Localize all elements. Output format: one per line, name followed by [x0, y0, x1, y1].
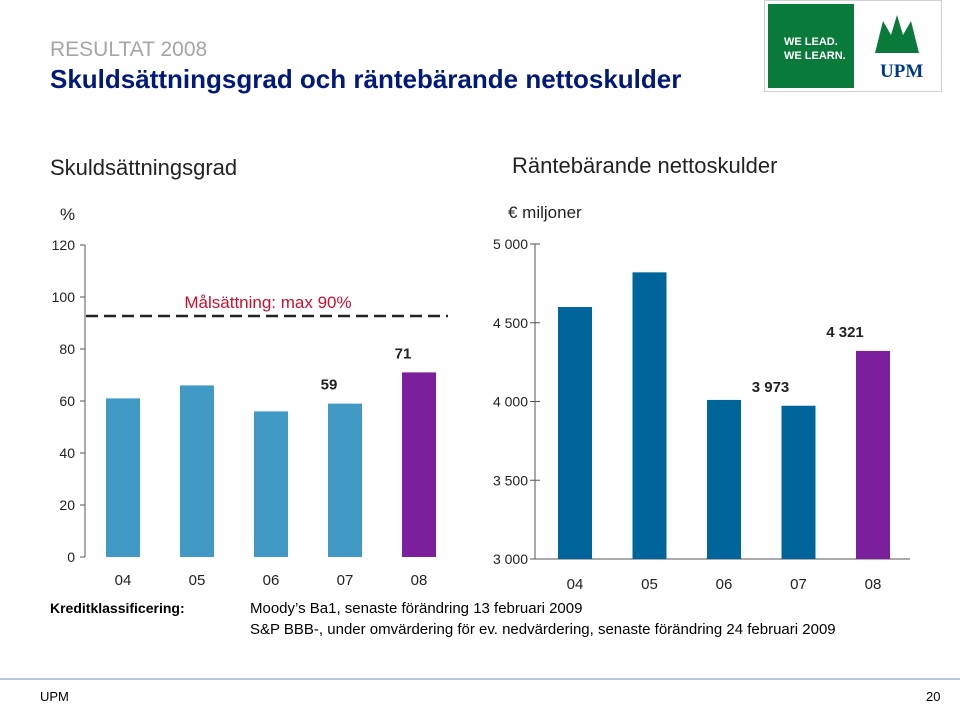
chart2-x-label: 05 — [641, 576, 658, 593]
logo-slogan-line2: WE LEARN. — [784, 50, 846, 62]
chart2-unit-label: € miljoner — [508, 203, 582, 222]
credit-rating-sp: S&P BBB-, under omvärdering för ev. nedv… — [250, 621, 836, 638]
chart1-tick-label: 100 — [52, 289, 76, 305]
chart2-data-label: 3 973 — [752, 379, 790, 396]
upm-logo: WE LEAD. WE LEARN. UPM — [764, 0, 942, 92]
chart1-plot: 0 20 40 60 80 100 120 04 05 06 07 59 08 71 Målsättning… — [52, 237, 448, 589]
chart1-x-label: 07 — [337, 572, 354, 589]
chart2-x-label: 06 — [716, 576, 733, 593]
chart2-title: Räntebärande nettoskulder — [512, 153, 778, 178]
chart1-tick-label: 80 — [59, 341, 75, 357]
credit-rating-moodys: Moody’s Ba1, senaste förändring 13 febru… — [250, 600, 583, 617]
chart2-bar-07 — [781, 405, 816, 559]
chart2-bar-05 — [632, 272, 667, 559]
chart2-bar-06 — [707, 399, 741, 559]
chart2-tick-label: 5 000 — [493, 236, 528, 252]
chart2-tick-label: 4 000 — [493, 394, 528, 410]
chart2-tick-label: 4 500 — [493, 315, 528, 331]
chart2-tick-label: 3 500 — [493, 472, 528, 488]
griffin-icon — [875, 15, 919, 53]
chart1-x-label: 04 — [115, 572, 132, 589]
credit-rating-label: Kreditklassificering: — [50, 600, 185, 616]
page-title: Skuldsättningsgrad och räntebärande nett… — [50, 64, 682, 94]
chart2-bar-04 — [558, 307, 592, 559]
chart1-x-label: 08 — [411, 572, 428, 589]
chart1-title: Skuldsättningsgrad — [50, 155, 238, 180]
chart1-data-label: 59 — [321, 377, 338, 394]
chart2-bar-08 — [856, 350, 890, 559]
chart1-bar-08 — [402, 372, 436, 557]
chart1-tick-label: 120 — [52, 237, 76, 253]
footer-divider — [0, 678, 960, 680]
chart2-plot: 3 000 3 500 4 000 4 500 5 000 04 05 06 07 3 973 08… — [493, 236, 910, 593]
chart1-tick-label: 0 — [67, 549, 75, 565]
chart1-tick-label: 60 — [59, 393, 75, 409]
chart1-bar-07 — [328, 403, 362, 557]
chart2-x-label: 07 — [790, 576, 807, 593]
chart1-x-label: 06 — [263, 572, 280, 589]
chart1-data-label: 71 — [395, 345, 412, 362]
logo-brand: UPM — [880, 61, 924, 82]
chart2-x-label: 04 — [567, 576, 584, 593]
logo-slogan-line1: WE LEAD. — [784, 36, 838, 48]
page-kicker: RESULTAT 2008 — [50, 38, 208, 61]
charts-canvas: 0 20 40 60 80 100 120 04 05 06 07 59 08 71 Målsättning… — [52, 236, 910, 593]
chart2-tick-label: 3 000 — [493, 551, 528, 567]
chart2-x-label: 08 — [865, 576, 882, 593]
chart1-bar-05 — [180, 385, 214, 557]
chart2-data-label: 4 321 — [826, 324, 864, 341]
chart1-bar-04 — [106, 398, 140, 557]
chart1-tick-label: 20 — [59, 497, 75, 513]
target-label: Målsättning: max 90% — [184, 293, 351, 312]
chart1-bar-06 — [254, 411, 288, 557]
chart1-unit-label: % — [60, 205, 76, 224]
page-number: 20 — [926, 689, 941, 704]
logo-slogan-panel: WE LEAD. WE LEARN. — [768, 4, 854, 88]
footer-brand: UPM — [40, 689, 69, 704]
chart1-tick-label: 40 — [59, 445, 75, 461]
chart1-x-label: 05 — [189, 572, 206, 589]
